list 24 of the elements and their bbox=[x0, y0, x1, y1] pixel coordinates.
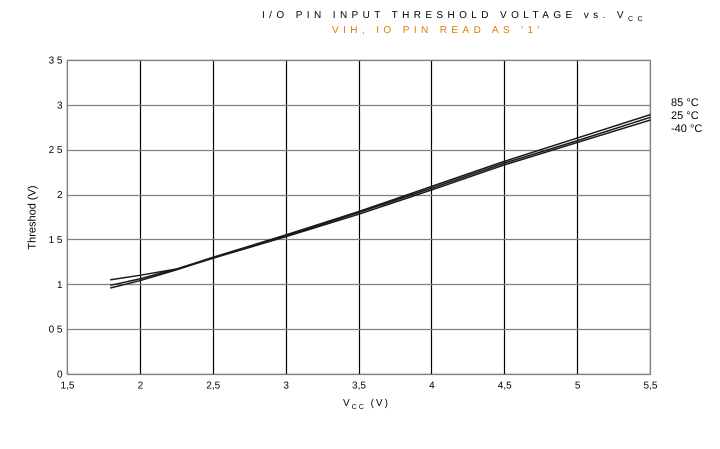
y-tick-label: 0 5 bbox=[48, 324, 63, 336]
y-tick-label: 1 bbox=[56, 280, 63, 291]
x-tick-label: 5 bbox=[574, 380, 581, 392]
y-tick-label: 3 bbox=[56, 100, 63, 112]
x-tick-label: 1,5 bbox=[60, 380, 75, 392]
x-tick-label: 4 bbox=[429, 380, 436, 392]
chart-title: I/O PIN INPUT THRESHOLD VOLTAGE vs. V$_{CC}$ bbox=[262, 10, 647, 23]
y-tick-label: 2 bbox=[56, 190, 63, 202]
x-axis-title: V$_{CC}$ (V) bbox=[343, 398, 390, 411]
y-tick-label: 2 5 bbox=[48, 145, 63, 156]
x-tick-label: 2 bbox=[138, 380, 144, 392]
y-tick-label: 0 bbox=[56, 370, 63, 380]
series-label: -40 °C bbox=[671, 123, 702, 136]
series-label: 25 °C bbox=[671, 110, 699, 122]
x-tick-label: 3,5 bbox=[352, 380, 366, 392]
y-axis-title: Threshod (V) bbox=[26, 185, 38, 250]
y-tick-label: 3 5 bbox=[48, 56, 63, 66]
x-tick-label: 2,5 bbox=[206, 380, 221, 392]
x-tick-label: 4,5 bbox=[498, 380, 512, 392]
x-tick-label: 5,5 bbox=[644, 380, 658, 392]
y-tick-label: 1 5 bbox=[48, 234, 63, 246]
x-tick-label: 3 bbox=[283, 380, 290, 392]
series-label: 85 °C bbox=[671, 97, 699, 110]
chart-subtitle: VIH, IO PIN READ AS '1' bbox=[332, 25, 544, 36]
